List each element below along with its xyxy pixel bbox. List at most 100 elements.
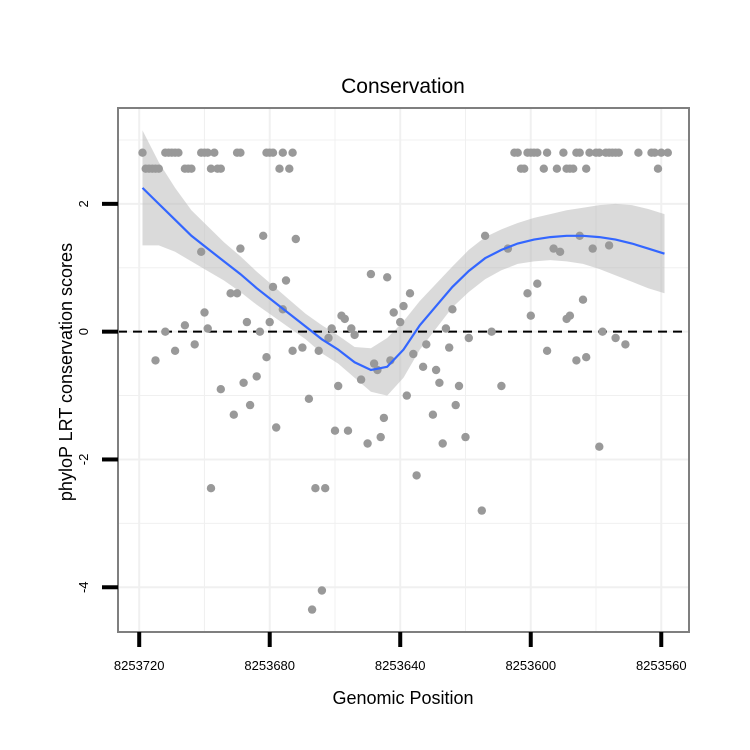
- scatter-point: [389, 308, 398, 317]
- x-tick-label: 8253720: [114, 658, 165, 673]
- scatter-point: [431, 365, 441, 375]
- scatter-point: [203, 148, 212, 157]
- scatter-point: [239, 378, 248, 387]
- panel-border: [117, 107, 690, 633]
- scatter-point: [428, 410, 438, 419]
- chart-title: Conservation: [341, 75, 465, 98]
- scatter-point: [542, 346, 552, 355]
- scatter-point: [464, 333, 473, 343]
- scatter-point: [396, 317, 405, 327]
- scatter-point: [412, 471, 421, 480]
- scatter-point: [242, 317, 252, 327]
- scatter-point: [614, 148, 623, 157]
- scatter-point: [154, 164, 163, 173]
- scatter-point: [327, 324, 336, 333]
- scatter-point: [604, 241, 614, 250]
- scatter-point: [210, 148, 219, 157]
- confidence-band: [142, 130, 665, 396]
- scatter-point: [539, 164, 548, 173]
- scatter-point: [451, 400, 460, 410]
- scatter-point: [203, 324, 212, 333]
- scatter-point: [334, 381, 343, 391]
- x-tick-label: 8253640: [375, 658, 426, 673]
- scatter-point: [369, 359, 379, 368]
- scatter-point: [572, 356, 581, 365]
- scatter-point: [445, 343, 454, 352]
- scatter-point: [340, 314, 349, 324]
- axes: 8253720 8253680 8253640 8253600 8253560 -4 -2 0…: [76, 200, 687, 673]
- scatter-point: [526, 311, 535, 320]
- scatter-point: [454, 381, 464, 391]
- scatter-point: [288, 148, 297, 157]
- scatter-point: [569, 164, 578, 173]
- scatter-point: [480, 231, 490, 240]
- scatter-point: [634, 148, 643, 157]
- scatter-point: [314, 346, 323, 355]
- scatter-point: [236, 244, 245, 253]
- scatter-point: [513, 148, 522, 157]
- scatter-point: [226, 289, 235, 298]
- scatter-point: [438, 439, 447, 448]
- scatter-point: [549, 244, 558, 253]
- scatter-point: [272, 423, 281, 432]
- scatter-point: [405, 289, 415, 298]
- scatter-point: [324, 333, 333, 343]
- scatter-point: [552, 164, 562, 173]
- scatter-point: [285, 164, 294, 173]
- y-tick-label: -2: [76, 454, 91, 466]
- scatter-point: [347, 324, 356, 333]
- scatter-point: [533, 279, 542, 288]
- scatter-point: [206, 484, 216, 493]
- scatter-point: [151, 356, 160, 365]
- scatter-point: [542, 148, 552, 157]
- scatter-point: [206, 164, 216, 173]
- scatter-point: [281, 276, 291, 285]
- scatter-point: [298, 343, 307, 352]
- scatter-point: [461, 432, 470, 442]
- scatter-point: [187, 164, 196, 173]
- scatter-point: [409, 349, 418, 359]
- confidence-band-layer: [142, 130, 665, 396]
- smooth-line-layer: [141, 187, 665, 372]
- scatter-point: [304, 394, 314, 403]
- scatter-point: [520, 164, 529, 173]
- scatter-point: [275, 164, 284, 173]
- scatter-point: [291, 234, 300, 244]
- scatter-point: [216, 385, 225, 394]
- scatter-point: [343, 426, 353, 435]
- scatter-point: [598, 327, 607, 336]
- y-tick-label: 2: [76, 200, 91, 207]
- x-tick-label: 8253560: [636, 658, 687, 673]
- scatter-point: [245, 400, 255, 410]
- scatter-point: [190, 340, 199, 349]
- scatter-point: [278, 148, 287, 157]
- y-axis-title: phyloP LRT conservation scores: [56, 243, 76, 501]
- scatter-point: [477, 506, 486, 515]
- scatter-point: [366, 269, 376, 279]
- scatter-point: [259, 231, 268, 240]
- scatter-point: [363, 439, 372, 448]
- scatter-point: [657, 148, 666, 157]
- y-tick-label: -4: [76, 581, 91, 593]
- scatter-point: [611, 333, 620, 343]
- scatter-point: [650, 148, 659, 157]
- scatter-point: [588, 244, 597, 253]
- scatter-point: [265, 317, 274, 327]
- scatter-point: [356, 375, 366, 384]
- y-tick-label: 0: [76, 328, 91, 335]
- scatter-point: [376, 432, 385, 442]
- scatter-point: [170, 346, 180, 355]
- scatter-point: [200, 308, 209, 317]
- scatter-point: [559, 148, 568, 157]
- scatter-point: [321, 484, 330, 493]
- scatter-point: [555, 247, 565, 256]
- scatter-point: [663, 148, 672, 157]
- scatter-point: [565, 311, 575, 320]
- scatter-point: [307, 605, 317, 614]
- scatter-point: [578, 295, 588, 304]
- scatter-point: [330, 426, 340, 435]
- scatter-point: [268, 148, 278, 157]
- scatter-point: [448, 305, 457, 314]
- scatter-point: [585, 148, 594, 157]
